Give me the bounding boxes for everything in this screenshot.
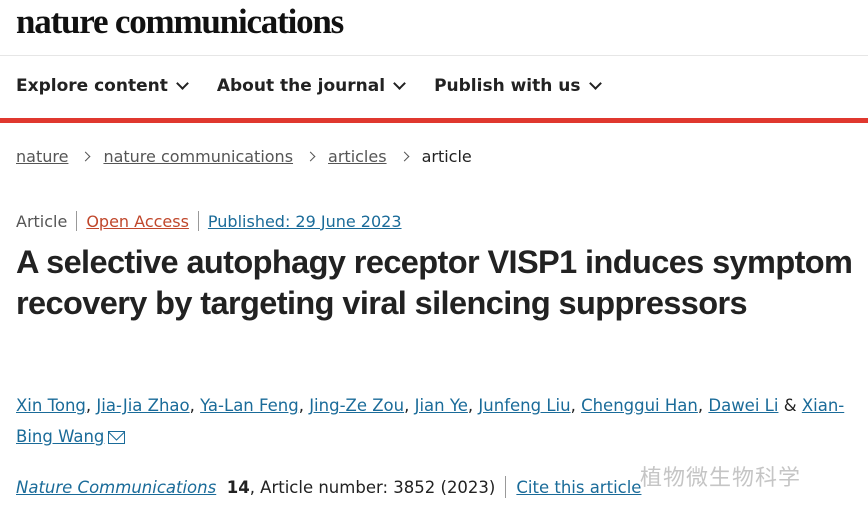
article-type: Article bbox=[16, 211, 68, 231]
author-link[interactable]: Ya-Lan Feng bbox=[200, 396, 299, 415]
nav-label: Explore content bbox=[16, 76, 168, 96]
author-link[interactable]: Chenggui Han bbox=[581, 396, 698, 415]
volume: 14 bbox=[226, 477, 250, 497]
article-title: A selective autophagy receptor VISP1 ind… bbox=[16, 244, 853, 321]
mail-icon[interactable] bbox=[108, 431, 126, 444]
divider bbox=[0, 55, 868, 56]
cite-this-article-link[interactable]: Cite this article bbox=[516, 477, 642, 497]
nav-publish-with-us[interactable]: Publish with us bbox=[434, 76, 602, 96]
chevron-right-icon bbox=[80, 151, 91, 162]
divider bbox=[505, 476, 507, 498]
chevron-right-icon bbox=[399, 151, 410, 162]
breadcrumb-articles[interactable]: articles bbox=[328, 147, 387, 166]
journal-logo[interactable]: nature communications bbox=[16, 2, 344, 41]
nav-label: Publish with us bbox=[434, 76, 581, 96]
divider bbox=[197, 211, 199, 231]
author-link[interactable]: Jian Ye bbox=[414, 396, 468, 415]
author-link[interactable]: Xian-Bing Wang bbox=[16, 396, 845, 446]
author-link[interactable]: Xin Tong bbox=[16, 396, 86, 415]
author-link[interactable]: Jia-Jia Zhao bbox=[96, 396, 190, 415]
breadcrumb-current: article bbox=[421, 147, 472, 166]
open-access-link[interactable]: Open Access bbox=[86, 211, 189, 231]
accent-bar bbox=[0, 118, 868, 123]
article-meta: Article Open Access Published: 29 June 2… bbox=[16, 211, 402, 231]
chevron-down-icon bbox=[588, 77, 602, 90]
author-list: Xin Tong, Jia-Jia Zhao, Ya-Lan Feng, Jin… bbox=[16, 396, 845, 446]
published-date[interactable]: Published: 29 June 2023 bbox=[207, 211, 402, 231]
chevron-down-icon bbox=[393, 77, 406, 90]
chevron-right-icon bbox=[305, 151, 316, 162]
main-nav: Explore content About the journal Publis… bbox=[16, 76, 602, 96]
citation-line: Nature Communications 14 , Article numbe… bbox=[16, 476, 641, 498]
breadcrumb-nature[interactable]: nature bbox=[16, 147, 69, 166]
divider bbox=[76, 211, 78, 231]
nav-explore-content[interactable]: Explore content bbox=[16, 76, 189, 96]
breadcrumb-nature-communications[interactable]: nature communications bbox=[103, 147, 294, 166]
author-link[interactable]: Jing-Ze Zou bbox=[309, 396, 405, 415]
breadcrumb: nature nature communications articles ar… bbox=[16, 147, 472, 166]
watermark: 植物微生物科学 bbox=[640, 466, 802, 491]
nav-about-journal[interactable]: About the journal bbox=[216, 76, 406, 96]
journal-link[interactable]: Nature Communications bbox=[16, 477, 217, 497]
author-link[interactable]: Junfeng Liu bbox=[478, 396, 571, 415]
nav-label: About the journal bbox=[216, 76, 386, 96]
author-link[interactable]: Dawei Li bbox=[708, 396, 779, 415]
chevron-down-icon bbox=[175, 77, 189, 90]
article-number: , Article number: 3852 (2023) bbox=[249, 477, 496, 497]
ampersand: & bbox=[783, 396, 797, 415]
